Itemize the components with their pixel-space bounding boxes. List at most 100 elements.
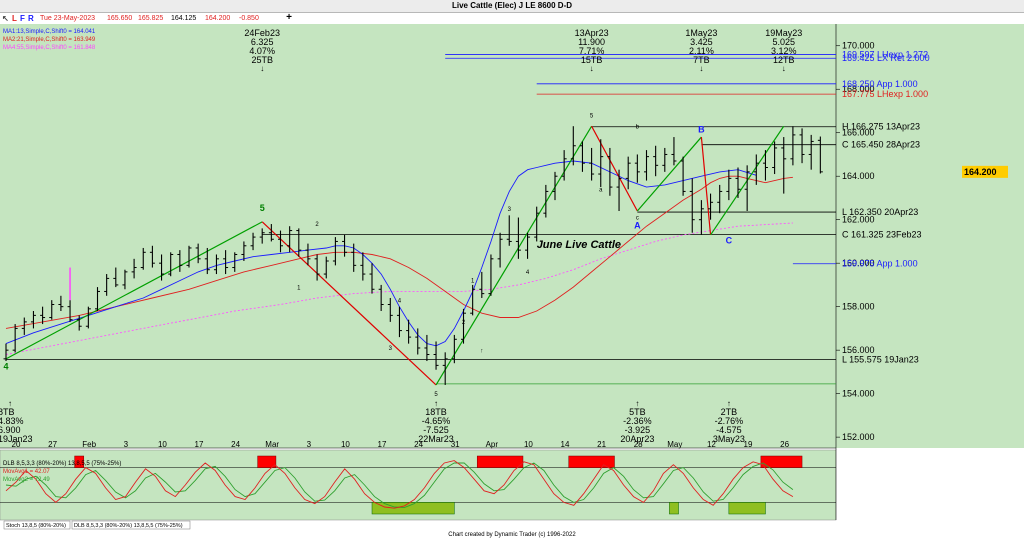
swing-stat-top: 12TB [773,55,795,65]
ma-legend-entry: MA4:55,Simple,C,Shift0 = 161.848 [3,45,96,51]
price-bar [223,250,229,275]
swing-stat-top: 1May23 [685,28,717,38]
price-chart[interactable]: MA1:13,Simple,C,Shift0 = 164.041 MA2:21,S… [0,24,1024,530]
ma-legend-entry: MA2:21,Simple,C,Shift0 = 163.949 [3,37,96,43]
wave-label: 5 [434,392,438,398]
x-tick-label: 3 [307,440,312,449]
price-bar [378,284,384,312]
price-bar [268,224,274,242]
price-bar [671,137,677,166]
price-bar [259,228,265,244]
bar-close: 164.200 [205,15,231,22]
plot-area [0,24,836,448]
price-bar [698,200,704,235]
price-bar [479,271,485,298]
price-bar [49,300,55,320]
price-bar [232,252,238,272]
wave-label: 5 [260,203,265,213]
swing-arrow-down: ↓ [260,64,264,73]
x-tick-label: 19 [744,440,753,449]
price-bar [790,126,796,166]
price-bar [213,254,219,275]
price-bar [387,297,393,322]
swing-arrow-up: ↑ [727,399,731,408]
wave-label: 5 [590,113,594,119]
x-tick-label: 3 [124,440,129,449]
wave-label: 1 [297,285,301,291]
indicator-tab[interactable]: DLB 8,5,3,3 (80%-20%) 13,8,5,5 (75%-25%) [71,520,191,530]
add-button[interactable]: + [286,12,292,23]
swing-line [261,221,437,386]
ma-legend: MA1:13,Simple,C,Shift0 = 164.041 MA2:21,S… [3,29,96,51]
price-bar [406,319,412,344]
price-bar [85,306,91,329]
price-bar [662,147,668,172]
wave-label: 3 [508,207,512,213]
price-bar [149,245,155,268]
swing-arrow-up: ↑ [8,399,12,408]
price-bar [332,237,338,266]
x-tick-label: Feb [82,440,96,449]
osc-legend-entry: MovAvg1 = 42.07 [3,469,50,475]
price-bar [561,150,567,181]
indicator-tab[interactable]: Stoch 13,8,5 (80%-20%) [3,520,71,530]
tool-l-icon[interactable]: L [12,14,17,23]
x-tick-label: 27 [48,440,57,449]
price-bar [40,306,46,325]
price-bar [296,228,302,257]
price-bar [30,311,36,329]
price-bar [424,334,430,362]
tool-f-icon[interactable]: F [20,14,25,23]
cursor-icon[interactable]: ↖ [2,14,9,23]
price-bar [497,232,503,268]
swing-stat-top: 4.07% [249,46,275,56]
wave-label: 2 [315,222,319,228]
x-tick-label: 20 [12,440,21,449]
tool-r-icon[interactable]: R [28,14,34,23]
swing-arrow-up: ↑ [434,399,438,408]
price-bar [762,150,768,181]
price-bar [351,243,357,272]
price-bar [314,254,320,281]
x-tick-label: 10 [341,440,350,449]
swing-stat-bottom: -4.575 [716,425,742,435]
y-tick-label: 168.000 [842,84,875,94]
swing-line [435,125,593,386]
x-tick-label: May [667,440,682,449]
price-bar [433,341,439,370]
osc-legend-entry: 13,8,5,5 (75%-25%) [68,461,121,467]
x-tick-label: 14 [561,440,570,449]
swing-stat-bottom: 4.83% [0,416,24,426]
price-bar [287,226,293,253]
swing-stat-bottom: 6.900 [0,425,21,435]
price-bar [653,145,659,177]
swing-stat-bottom: -2.76% [715,416,744,426]
wave-label: 4 [398,298,402,304]
osc-overbought-zone [568,455,615,468]
wave-label: 4 [526,270,530,276]
swing-stat-bottom: 22Mar23 [418,434,454,444]
osc-overbought-zone [74,455,85,468]
x-tick-label: 10 [524,440,533,449]
price-bar [634,154,640,183]
osc-overbought-zone [760,455,803,468]
price-bar [396,306,402,338]
swing-stat-top: 25TB [251,55,273,65]
oscillator-axis-panel [836,450,1024,520]
swing-stat-top: 6.325 [251,37,274,47]
wave-label: A [634,220,641,230]
price-bar [104,274,110,296]
price-bar [21,317,27,335]
price-bar [113,267,119,288]
price-bar [3,343,9,362]
price-bar [644,150,649,181]
price-bar [278,230,283,253]
swing-stat-bottom: -3.925 [625,425,651,435]
price-bar [470,284,476,316]
osc-overbought-zone [257,455,277,468]
price-bar [680,156,686,196]
price-level-label: 168.250 App 1.000 [842,79,918,89]
x-tick-label: 17 [378,440,387,449]
title-bar [0,0,1024,13]
wave-label: b [636,124,640,130]
